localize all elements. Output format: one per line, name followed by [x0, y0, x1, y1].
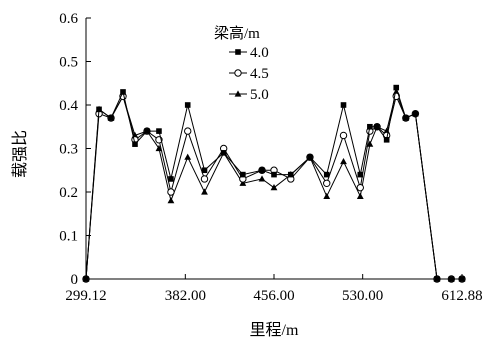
data-point-square	[374, 123, 380, 130]
data-point-circle	[323, 179, 331, 188]
y-tick-label: 0.2	[59, 185, 78, 201]
data-point-square	[120, 89, 126, 95]
x-tick-label: 382.00	[165, 288, 206, 304]
y-tick-label: 0	[71, 272, 79, 288]
data-point-square	[448, 276, 455, 282]
data-point-square	[323, 171, 330, 178]
data-point-square	[340, 102, 347, 108]
data-point-square	[108, 115, 114, 121]
y-tick-label: 0.3	[59, 142, 78, 158]
data-point-square	[201, 167, 208, 174]
data-point-square	[235, 49, 241, 55]
legend-label: 4.0	[250, 45, 269, 61]
chart-legend: 梁高/m 4.0 4.5 5.0	[214, 25, 269, 103]
y-tick-label: 0.4	[59, 98, 78, 114]
x-tick-label: 456.00	[253, 288, 294, 304]
series-4.0	[83, 84, 465, 282]
data-point-square	[132, 141, 138, 147]
data-point-triangle	[167, 197, 175, 204]
data-point-square	[96, 106, 102, 113]
data-point-triangle	[323, 192, 331, 199]
x-tick-label: 530.00	[342, 288, 383, 304]
data-point-square	[393, 84, 400, 91]
y-tick-label: 0.6	[59, 11, 78, 27]
data-point-square	[144, 128, 150, 134]
data-point-square	[307, 154, 313, 160]
y-tick-label: 0.1	[59, 229, 78, 245]
data-point-circle	[184, 127, 192, 135]
data-point-square	[367, 123, 373, 130]
x-tick-label: 612.88	[441, 288, 482, 304]
data-point-square	[403, 115, 409, 121]
chart-series-layer	[82, 84, 466, 283]
data-point-triangle	[340, 157, 347, 165]
legend-label: 5.0	[250, 87, 269, 103]
data-point-square	[434, 276, 440, 282]
x-tick-label: 299.12	[65, 288, 106, 304]
data-point-triangle	[270, 184, 278, 191]
data-point-circle	[200, 175, 209, 183]
data-point-square	[459, 276, 465, 282]
x-axis-title: 里程/m	[250, 321, 299, 339]
legend-title: 梁高/m	[214, 25, 260, 42]
y-tick-label: 0.5	[59, 55, 78, 71]
data-point-square	[83, 276, 89, 282]
data-point-square	[357, 171, 364, 178]
data-point-square	[412, 110, 419, 117]
data-point-circle	[339, 131, 348, 140]
data-point-triangle	[356, 192, 364, 199]
legend-label: 4.5	[250, 66, 269, 82]
data-point-square	[287, 171, 294, 178]
chart-axes: 0 0.1 0.2 0.3 0.4 0.5 0.6 299.12 382.00 456.00 530…	[59, 11, 482, 304]
data-point-triangle	[239, 179, 247, 186]
data-point-circle	[234, 69, 242, 77]
data-point-square	[259, 167, 265, 174]
y-axis-title: 载强比	[11, 130, 29, 178]
data-point-circle	[356, 183, 364, 192]
data-point-square	[156, 128, 162, 134]
data-point-square	[271, 171, 277, 178]
data-point-triangle	[155, 144, 163, 152]
data-point-triangle	[184, 153, 192, 160]
data-point-triangle	[258, 175, 266, 182]
data-point-square	[168, 176, 174, 182]
data-point-triangle	[201, 188, 208, 195]
series-line	[85, 90, 462, 280]
data-point-triangle	[366, 140, 374, 147]
series-line	[85, 87, 462, 280]
data-point-square	[220, 150, 227, 156]
data-point-square	[184, 102, 191, 108]
data-point-square	[240, 171, 246, 178]
data-point-circle	[167, 188, 175, 196]
data-point-square	[383, 137, 390, 143]
data-point-triangle	[234, 90, 242, 97]
